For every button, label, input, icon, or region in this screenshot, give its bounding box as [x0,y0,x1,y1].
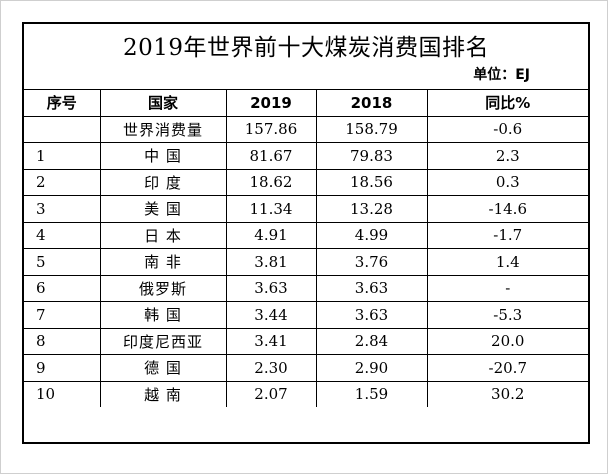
cell-yoy: - [426,274,588,302]
cell-2019: 2.30 [225,354,317,382]
cell-yoy: 0.3 [426,168,588,196]
table-row: 世界消费量 157.86 158.79 -0.6 [24,115,588,143]
cell-yoy: 2.3 [426,142,588,170]
cell-2019: 11.34 [225,195,317,223]
cell-yoy: -5.3 [426,301,588,329]
cell-seq: 9 [24,354,101,382]
cell-country: 世界消费量 [99,115,227,143]
cell-2018: 3.63 [315,301,428,329]
cell-2018: 1.59 [315,380,428,407]
header-seq: 序号 [24,90,101,117]
header-yoy: 同比% [426,90,588,117]
cell-country: 韩 国 [99,301,227,329]
cell-yoy: -1.7 [426,221,588,249]
cell-2019: 157.86 [225,115,317,143]
cell-country: 美 国 [99,195,227,223]
table-row: 8 印度尼西亚 3.41 2.84 20.0 [24,327,588,355]
cell-2019: 2.07 [225,380,317,407]
cell-2018: 4.99 [315,221,428,249]
cell-country: 俄罗斯 [99,274,227,302]
cell-2018: 79.83 [315,142,428,170]
cell-seq: 1 [24,142,101,170]
cell-seq: 8 [24,327,101,355]
cell-2019: 3.63 [225,274,317,302]
cell-seq: 10 [24,380,101,407]
cell-country: 印度尼西亚 [99,327,227,355]
cell-yoy: 20.0 [426,327,588,355]
header-2019: 2019 [225,90,317,117]
coal-consumption-table: 序号 国家 2019 2018 同比% 世界消费量 157.86 158.79 -0.… [24,90,588,407]
cell-2018: 2.84 [315,327,428,355]
cell-2019: 18.62 [225,168,317,196]
cell-country: 德 国 [99,354,227,382]
cell-yoy: -20.7 [426,354,588,382]
cell-country: 印 度 [99,168,227,196]
coal-consumption-table-sheet: 2019年世界前十大煤炭消费国排名 单位：EJ 序号 国家 2019 2018 … [22,22,590,444]
cell-country: 南 非 [99,248,227,276]
header-2018: 2018 [315,90,428,117]
table-row: 6 俄罗斯 3.63 3.63- [24,274,588,302]
cell-yoy: -14.6 [426,195,588,223]
cell-2018: 2.90 [315,354,428,382]
cell-seq: 6 [24,274,101,302]
cell-2018: 3.76 [315,248,428,276]
cell-2019: 4.91 [225,221,317,249]
table-row: 10 越 南 2.07 1.59 30.2 [24,380,588,407]
cell-2018: 13.28 [315,195,428,223]
cell-country: 日 本 [99,221,227,249]
cell-2019: 3.41 [225,327,317,355]
cell-2018: 18.56 [315,168,428,196]
header-row: 序号 国家 2019 2018 同比% [24,90,588,117]
cell-2019: 3.81 [225,248,317,276]
cell-seq: 5 [24,248,101,276]
cell-seq: 4 [24,221,101,249]
unit-label: 单位：EJ [473,67,530,83]
cell-country: 中 国 [99,142,227,170]
cell-2018: 3.63 [315,274,428,302]
cell-yoy: -0.6 [426,115,588,143]
header-country: 国家 [99,90,227,117]
cell-yoy: 1.4 [426,248,588,276]
cell-2018: 158.79 [315,115,428,143]
cell-2019: 81.67 [225,142,317,170]
cell-yoy: 30.2 [426,380,588,407]
title-row: 2019年世界前十大煤炭消费国排名 单位：EJ [24,24,588,90]
cell-2019: 3.44 [225,301,317,329]
cell-country: 越 南 [99,380,227,407]
cell-seq: 3 [24,195,101,223]
cell-seq: 2 [24,168,101,196]
cell-seq: 7 [24,301,101,329]
cell-seq [24,115,101,143]
table-title: 2019年世界前十大煤炭消费国排名 [122,35,490,61]
